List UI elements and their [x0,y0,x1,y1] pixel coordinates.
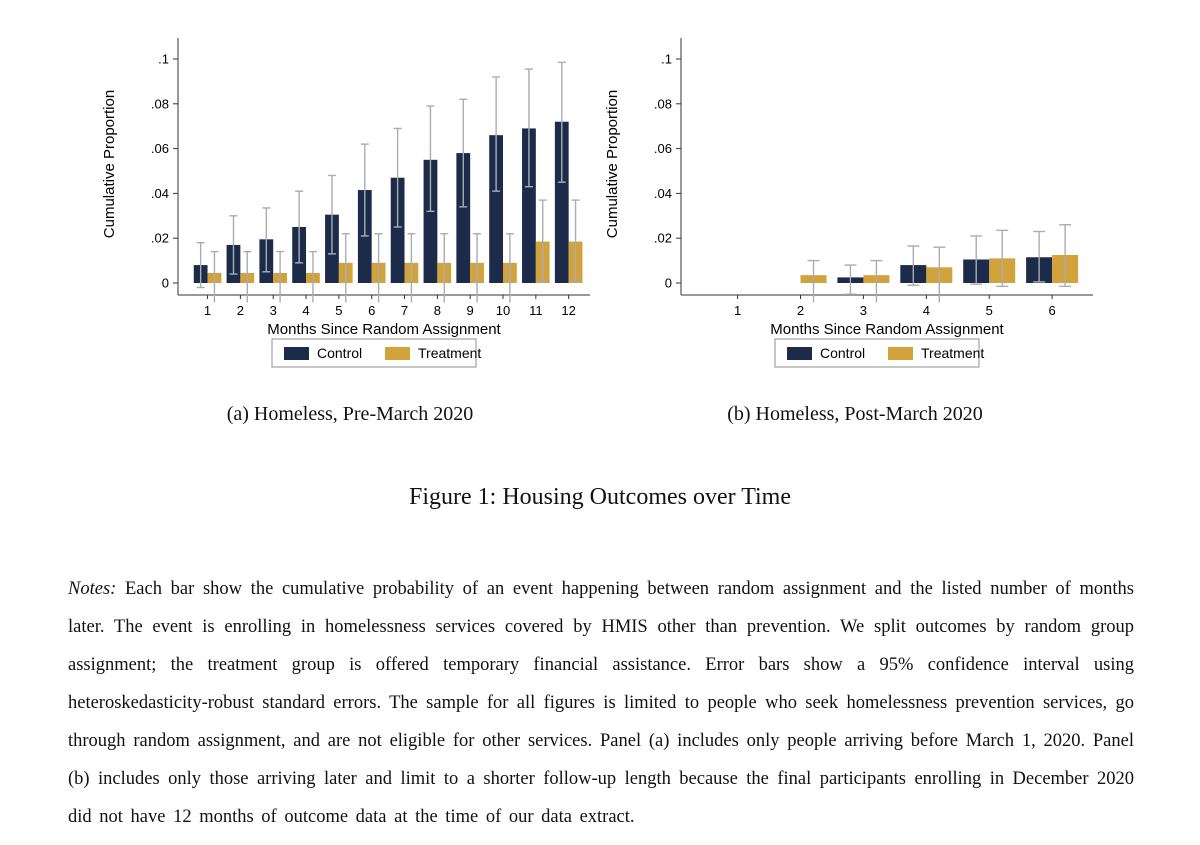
y-tick-label: .04 [151,186,169,201]
x-tick-label: 6 [368,303,375,318]
x-tick-label: 4 [923,303,930,318]
legend-treatment-label: Treatment [418,345,481,361]
notes-text: Each bar show the cumulative probability… [68,578,1134,827]
y-tick-label: .04 [654,186,672,201]
legend-control-swatch [284,347,309,360]
panel-b-caption: (b) Homeless, Post-March 2020 [727,403,983,425]
x-tick-label: 5 [986,303,993,318]
y-tick-label: 0 [665,276,672,291]
y-tick-label: .02 [654,231,672,246]
legend-control-label: Control [820,345,865,361]
x-axis-ticks: 1 2 3 4 5 6 7 8 9 10 11 12 [204,295,576,318]
x-tick-label: 8 [434,303,441,318]
treatment-error-bars [210,199,580,303]
legend-control-swatch [787,347,812,360]
x-axis-title: Months Since Random Assignment [770,321,1004,338]
y-tick-label: .08 [654,96,672,111]
control-bar [522,128,536,283]
x-tick-label: 7 [401,303,408,318]
y-axis-title: Cumulative Proportion [101,90,118,238]
legend-control-label: Control [317,345,362,361]
y-tick-label: .02 [151,231,169,246]
control-error-bars [844,230,1046,295]
y-tick-label: .1 [158,52,169,67]
x-tick-label: 4 [302,303,309,318]
x-tick-label: 10 [496,303,510,318]
figure-notes: Notes: Each bar show the cumulative prob… [68,570,1134,836]
control-bar [423,159,438,283]
legend: Control Treatment [774,338,984,368]
x-axis-ticks: 1 2 3 4 5 6 [734,295,1056,318]
x-tick-label: 2 [237,303,244,318]
x-tick-label: 9 [467,303,474,318]
y-axis-ticks: 0 .02 .04 .06 .08 .1 [654,52,681,291]
x-tick-label: 5 [335,303,342,318]
control-bar [554,121,569,283]
control-bar [489,135,504,283]
y-axis-title: Cumulative Proportion [604,90,621,238]
x-tick-label: 2 [797,303,804,318]
x-tick-label: 6 [1048,303,1055,318]
y-tick-label: .1 [661,52,672,67]
y-tick-label: .06 [654,141,672,156]
legend-treatment-swatch [888,347,913,360]
y-tick-label: .08 [151,96,169,111]
control-bar [390,177,405,283]
treatment-error-bars [807,224,1072,303]
legend: Control Treatment [271,338,481,368]
y-axis-ticks: 0 .02 .04 .06 .08 .1 [151,52,178,291]
control-bars [193,121,569,283]
panel-b-chart: 0 .02 .04 .06 .08 .1 Cumulative Proportion 1 2 3 4… [604,38,1093,368]
x-tick-label: 3 [860,303,867,318]
panel-a-caption: (a) Homeless, Pre-March 2020 [226,403,474,425]
legend-treatment-swatch [385,347,410,360]
x-tick-label: 1 [204,303,211,318]
x-axis-title: Months Since Random Assignment [267,321,501,338]
x-tick-label: 1 [734,303,741,318]
legend-treatment-label: Treatment [921,345,984,361]
notes-label: Notes: [68,578,117,599]
y-tick-label: .06 [151,141,169,156]
control-error-bars [196,61,566,289]
figure-title: Figure 1: Housing Outcomes over Time [409,484,791,510]
axes [680,38,1093,296]
x-tick-label: 3 [270,303,277,318]
y-tick-label: 0 [162,276,169,291]
control-bar [456,153,471,283]
x-tick-label: 11 [529,303,543,318]
x-tick-label: 12 [561,303,575,318]
